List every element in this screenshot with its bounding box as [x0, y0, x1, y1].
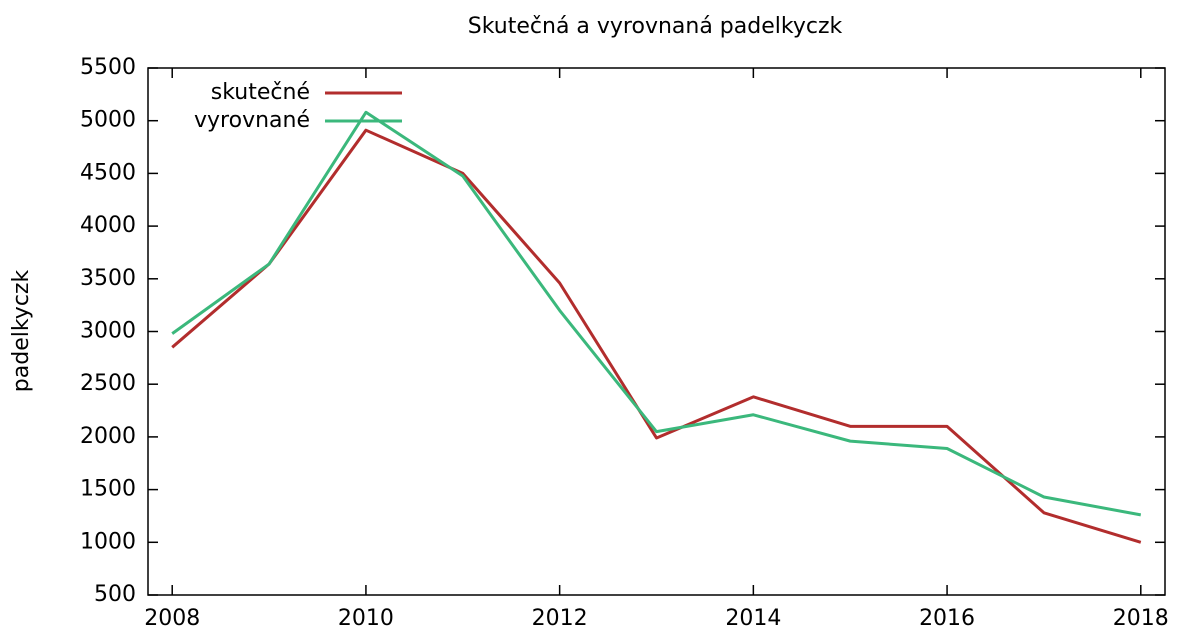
- y-tick-label: 5000: [80, 108, 136, 133]
- x-tick-label: 2016: [919, 606, 975, 631]
- y-axis-label: padelkyczk: [9, 270, 34, 393]
- x-tick-label: 2010: [338, 606, 394, 631]
- legend-label: vyrovnané: [194, 108, 310, 133]
- y-tick-label: 4000: [80, 213, 136, 238]
- y-tick-label: 2000: [80, 424, 136, 449]
- chart-title: Skutečná a vyrovnaná padelkyczk: [468, 14, 843, 39]
- y-tick-label: 1500: [80, 477, 136, 502]
- x-tick-label: 2008: [144, 606, 200, 631]
- series-line: [171, 110, 1142, 517]
- y-tick-label: 2500: [80, 371, 136, 396]
- plot-frame: [147, 67, 1166, 596]
- y-tick-label: 1000: [80, 529, 136, 554]
- y-tick-label: 4500: [80, 160, 136, 185]
- x-tick-label: 2012: [532, 606, 588, 631]
- y-tick-label: 3000: [80, 319, 136, 344]
- x-tick-label: 2014: [725, 606, 781, 631]
- legend-label: skutečné: [211, 80, 310, 105]
- x-tick-label: 2018: [1113, 606, 1169, 631]
- y-tick-label: 5500: [80, 55, 136, 80]
- y-tick-label: 500: [94, 582, 136, 607]
- y-tick-label: 3500: [80, 266, 136, 291]
- series-line: [171, 128, 1142, 544]
